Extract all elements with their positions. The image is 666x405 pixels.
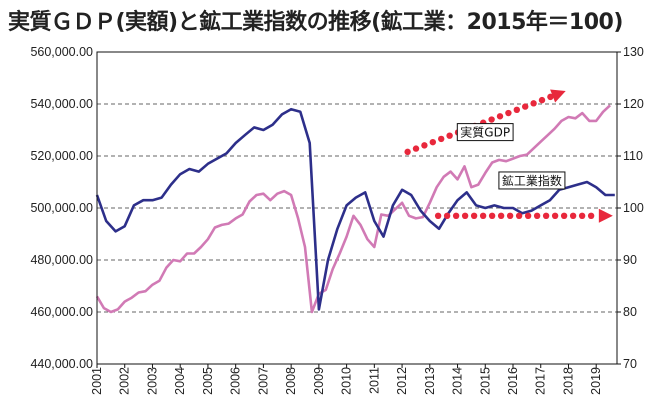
arrow-dot	[530, 100, 537, 107]
right-tick-label: 80	[623, 305, 637, 319]
arrow-head	[550, 89, 566, 103]
x-tick-label: 2014	[451, 367, 465, 395]
arrow-dot	[438, 135, 445, 143]
arrow-dot	[429, 138, 437, 146]
arrow-dot	[506, 212, 514, 219]
arrow-dot	[587, 212, 595, 219]
arrow-head	[598, 208, 613, 223]
x-tick-label: 2017	[534, 367, 548, 395]
arrow-dot	[578, 212, 586, 219]
right-tick-label: 90	[623, 253, 637, 267]
right-tick-label: 120	[623, 97, 644, 111]
arrow-dot	[488, 116, 495, 123]
arrow-dot	[533, 212, 541, 219]
x-tick-label: 2002	[118, 367, 132, 395]
arrow-dot	[461, 212, 469, 219]
arrow-dot	[524, 212, 532, 219]
gdp-uptrend-arrow	[404, 89, 566, 156]
x-tick-label: 2003	[145, 367, 159, 395]
series-annotations: 実質GDP 鉱工業指数	[456, 123, 566, 190]
x-tick-label: 2019	[589, 367, 603, 395]
left-tick-label: 560,000.00	[30, 45, 93, 59]
x-tick-label: 2016	[506, 367, 520, 395]
x-tick-label: 2004	[173, 367, 187, 395]
right-tick-label: 70	[623, 357, 637, 371]
arrow-dot	[513, 106, 521, 114]
arrow-dot	[434, 212, 442, 219]
grid-lines	[97, 103, 617, 313]
left-tick-label: 460,000.00	[30, 305, 93, 319]
x-tick-label: 2012	[395, 367, 409, 395]
arrow-dot	[505, 109, 512, 117]
x-tick-label: 2015	[478, 367, 492, 395]
industrial-index-annotation: 鉱工業指数	[498, 171, 566, 190]
left-tick-label: 520,000.00	[30, 149, 93, 163]
x-tick-label: 2005	[201, 367, 215, 395]
arrow-dot	[547, 93, 554, 101]
x-tick-label: 2001	[90, 367, 104, 395]
x-tick-label: 2009	[312, 367, 326, 395]
x-tick-label: 2006	[229, 367, 243, 395]
right-y-axis: 70 80 90 100 110 120 130	[617, 45, 644, 371]
x-tick-label: 2007	[256, 367, 270, 395]
x-tick-label: 2010	[340, 367, 354, 395]
arrow-dot	[404, 148, 411, 156]
arrow-dot	[560, 212, 568, 219]
arrow-dot	[446, 132, 453, 139]
arrow-dot	[488, 212, 496, 219]
right-tick-label: 100	[623, 201, 644, 215]
left-y-axis: 440,000.00 460,000.00 480,000.00 500,000.00…	[30, 45, 93, 371]
left-tick-label: 500,000.00	[30, 201, 93, 215]
arrow-dot	[421, 142, 428, 149]
x-axis: 2001 2002 2003 2004 2005 2006 2007 2008 2009 2010…	[90, 364, 603, 395]
arrow-dot	[412, 145, 420, 152]
annotation-box	[456, 123, 514, 142]
industrial-index-series-line	[95, 107, 615, 311]
arrow-dot	[479, 212, 487, 219]
arrow-dot	[470, 212, 478, 219]
left-tick-label: 540,000.00	[30, 97, 93, 111]
x-tick-label: 2018	[561, 367, 575, 395]
series-group	[95, 104, 615, 314]
arrow-dot	[569, 212, 577, 219]
industrial-flat-arrow	[434, 208, 613, 223]
arrow-dot	[522, 103, 529, 110]
arrow-dot	[515, 212, 523, 219]
gdp-annotation: 実質GDP	[456, 123, 514, 142]
arrow-dot	[443, 212, 451, 219]
chart-title: 実質ＧＤＰ(実額)と鉱工業指数の推移(鉱工業：2015年＝100)	[8, 10, 623, 35]
annotation-box	[498, 171, 566, 190]
gdp-series-line	[95, 104, 611, 314]
annotation-label: 鉱工業指数	[502, 173, 562, 188]
arrow-dot	[542, 212, 550, 219]
left-tick-label: 480,000.00	[30, 253, 93, 267]
arrow-dot	[538, 96, 546, 104]
right-tick-label: 110	[623, 149, 643, 163]
arrow-dot	[452, 212, 460, 219]
annotation-label: 実質GDP	[460, 125, 510, 140]
x-tick-label: 2008	[284, 367, 298, 395]
arrow-dot	[496, 113, 504, 120]
right-tick-label: 130	[623, 45, 644, 59]
arrow-dot	[497, 212, 505, 219]
arrow-dot	[551, 212, 559, 219]
left-tick-label: 440,000.00	[30, 357, 93, 371]
x-tick-label: 2013	[423, 367, 437, 395]
x-tick-label: 2011	[367, 367, 381, 394]
